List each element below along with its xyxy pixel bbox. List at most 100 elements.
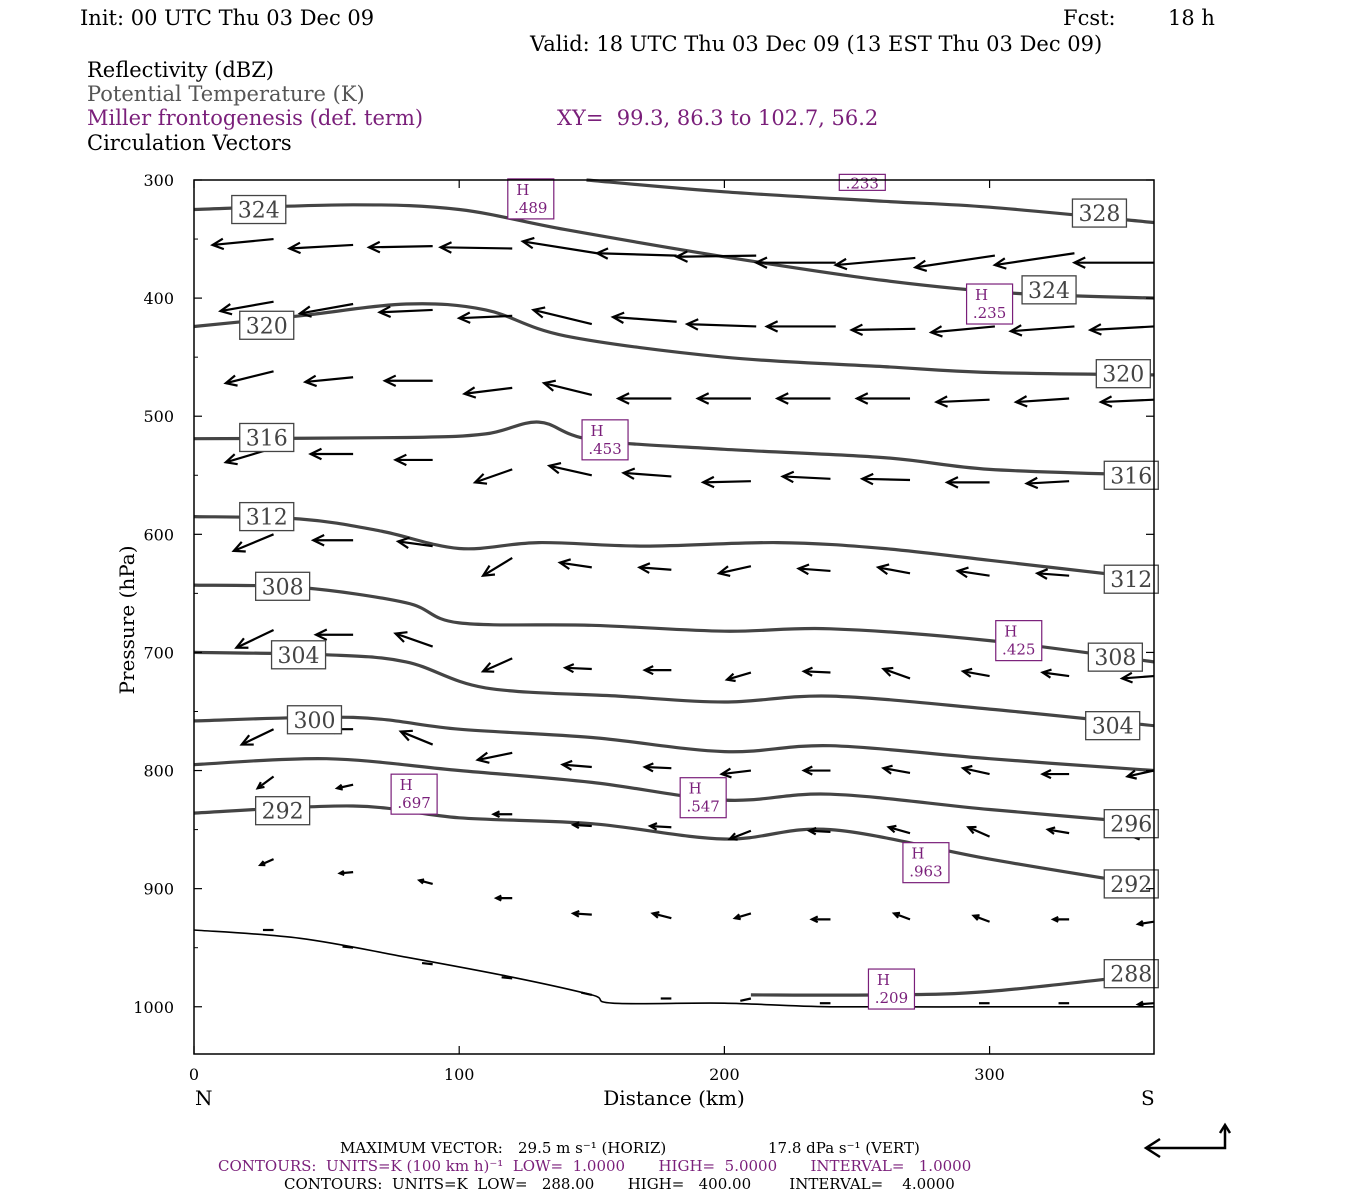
- max-vector-horizontal: 29.5 m s⁻¹ (HORIZ): [518, 1139, 667, 1157]
- svg-text:308: 308: [1094, 646, 1136, 671]
- theta-contour-label: 296: [1103, 809, 1159, 839]
- circulation-vector: [501, 976, 513, 980]
- circulation-vector: [1040, 668, 1070, 679]
- circulation-vector: [234, 628, 275, 649]
- circulation-vector: [366, 240, 433, 254]
- circulation-vector: [886, 824, 911, 835]
- reference-vector-icon: [1143, 1122, 1232, 1159]
- svg-text:304: 304: [278, 644, 320, 669]
- plot-frame: [193, 179, 1155, 1055]
- circulation-vector: [1098, 395, 1155, 408]
- circulation-vector: [610, 311, 677, 324]
- circulation-vector: [727, 829, 752, 841]
- svg-text:H: H: [1004, 623, 1017, 641]
- circulation-vector: [780, 470, 831, 484]
- svg-text:296: 296: [1110, 813, 1152, 838]
- theta-contour-label: 312: [239, 501, 295, 532]
- circulation-vector: [642, 762, 672, 773]
- theta-contour-label: 328: [1071, 198, 1128, 228]
- circulation-vector: [438, 241, 513, 254]
- svg-text:H: H: [516, 181, 529, 199]
- svg-text:292: 292: [1110, 873, 1152, 898]
- circulation-vector: [912, 254, 996, 273]
- y-tick-label: 500: [143, 407, 174, 426]
- svg-text:.425: .425: [1002, 641, 1035, 659]
- svg-text:288: 288: [1110, 963, 1152, 988]
- init-time: Init: 00 UTC Thu 03 Dec 09: [80, 6, 375, 30]
- circulation-vector: [934, 395, 990, 408]
- circulation-vector: [580, 991, 593, 997]
- max-vector-label: MAXIMUM VECTOR:: [340, 1139, 503, 1157]
- circulation-vector: [960, 764, 990, 776]
- circulation-vector: [881, 666, 911, 680]
- circulation-vector: [594, 247, 677, 260]
- circulation-vector: [557, 558, 592, 570]
- circulation-vector: [801, 666, 831, 677]
- svg-text:324: 324: [238, 199, 280, 224]
- circulation-vector: [944, 476, 990, 489]
- circulation-vector: [480, 657, 513, 673]
- frontogenesis-maximum: H.209: [867, 968, 916, 1010]
- circulation-vector: [859, 472, 911, 486]
- circulation-vector: [615, 392, 672, 405]
- frontogenesis-maximum: H.547: [679, 777, 727, 819]
- cross-section-endpoints: XY= 99.3, 86.3 to 102.7, 56.2: [557, 106, 879, 130]
- circulation-vector: [881, 764, 911, 775]
- svg-text:312: 312: [246, 506, 288, 531]
- theta-contour-312: [193, 515, 1155, 581]
- theta-contour-304: [193, 650, 1155, 728]
- legend-frontogenesis: Miller frontogenesis (def. term): [87, 106, 424, 130]
- forecast-label: Fcst:: [1063, 6, 1116, 30]
- svg-text:H: H: [877, 971, 890, 989]
- circulation-vector: [286, 241, 354, 255]
- frontogenesis-maximum: H.425: [995, 620, 1043, 662]
- circulation-vector: [302, 374, 354, 388]
- circulation-vector: [647, 822, 672, 831]
- circulation-vector: [684, 318, 757, 331]
- circulation-vector: [308, 447, 354, 461]
- circulation-vector: [520, 236, 598, 255]
- svg-text:H: H: [689, 780, 702, 798]
- svg-text:324: 324: [1028, 279, 1070, 304]
- circulation-vector: [1024, 476, 1070, 490]
- circulation-vector: [1013, 395, 1070, 408]
- svg-text:304: 304: [1092, 715, 1134, 740]
- frontogenesis-contour-info: CONTOURS: UNITS=K (100 km h)⁻¹ LOW= 1.00…: [218, 1157, 972, 1175]
- frontogenesis-maximum: H.489: [507, 178, 555, 220]
- circulation-vector: [719, 767, 752, 779]
- circulation-vector: [541, 379, 593, 397]
- circulation-vector: [377, 305, 433, 319]
- circulation-vector: [472, 468, 513, 485]
- legend-potential-temperature: Potential Temperature (K): [87, 82, 365, 106]
- theta-contour-label: 324: [231, 194, 287, 225]
- svg-text:H: H: [975, 286, 988, 304]
- south-end-label: S: [1141, 1086, 1155, 1110]
- circulation-vector: [560, 759, 592, 771]
- theta-contour-info: CONTOURS: UNITS=K LOW= 288.00 HIGH= 400.…: [284, 1175, 955, 1193]
- theta-contour-label: 308: [254, 571, 311, 601]
- theta-contour-label: 308: [1087, 642, 1144, 672]
- circulation-vector: [801, 765, 831, 776]
- circulation-vector: [724, 671, 752, 683]
- theta-contour-label: 316: [1103, 460, 1159, 490]
- y-tick-label: 300: [143, 171, 174, 190]
- svg-text:.547: .547: [686, 798, 719, 816]
- circulation-vector: [493, 894, 513, 902]
- theta-contour-308: [193, 583, 1155, 664]
- svg-text:H: H: [400, 776, 413, 794]
- circulation-vector: [530, 306, 593, 326]
- legend-reflectivity: Reflectivity (dBZ): [87, 58, 275, 82]
- svg-text:.209: .209: [875, 989, 908, 1007]
- frontogenesis-maximum: H.963: [902, 842, 950, 884]
- svg-text:.453: .453: [588, 440, 621, 458]
- circulation-vector: [891, 911, 911, 921]
- x-tick-label: 200: [709, 1065, 740, 1084]
- frontogenesis-maximum: H.453: [581, 419, 629, 461]
- circulation-vector: [1125, 769, 1155, 780]
- circulation-vector: [621, 467, 672, 480]
- x-tick-label: 100: [444, 1065, 475, 1084]
- max-vector-vertical: 17.8 dPa s⁻¹ (VERT): [768, 1139, 920, 1157]
- theta-contour-label: 320: [1095, 359, 1151, 389]
- circulation-vector: [753, 256, 836, 269]
